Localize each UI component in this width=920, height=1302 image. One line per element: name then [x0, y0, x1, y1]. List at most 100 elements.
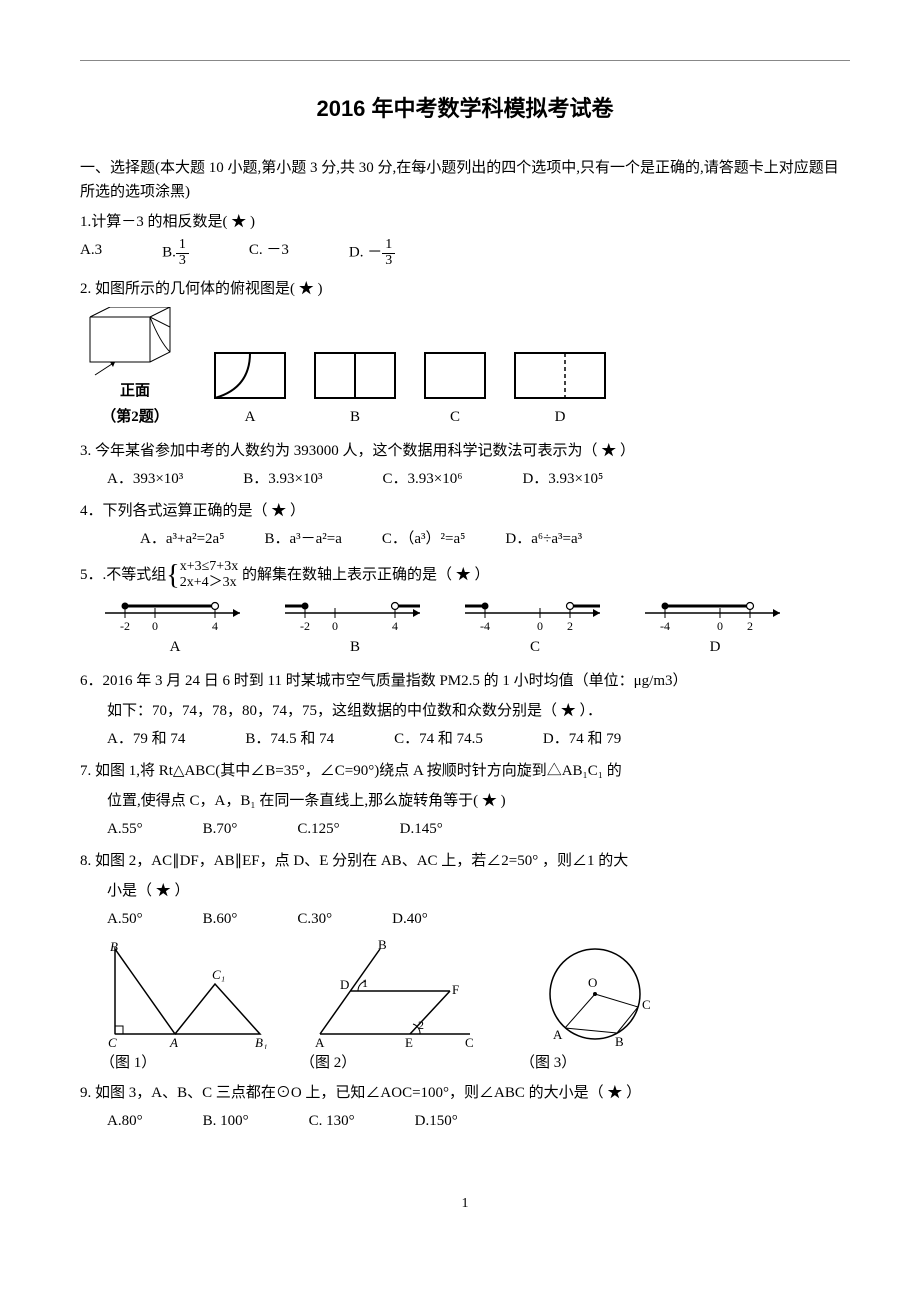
header-rule: [80, 60, 850, 61]
q6-stem1: 6．2016 年 3 月 24 日 6 时到 11 时某城市空气质量指数 PM2…: [80, 669, 850, 693]
q8-A: A.50°: [107, 907, 143, 931]
q9-D: D.150°: [415, 1109, 458, 1133]
q7-B: B.70°: [203, 817, 238, 841]
figure-1: B C A C₁ B₁ （图 1）: [100, 939, 270, 1075]
figure-3: O A B C （图 3）: [520, 939, 670, 1075]
q4-D: D．a⁶÷a³=a³: [505, 527, 582, 551]
svg-text:C₁: C₁: [212, 967, 225, 982]
page-number: 1: [80, 1193, 850, 1215]
svg-text:A: A: [315, 1035, 325, 1049]
q5-system: x+3≤7+3x2x+4＞3x: [180, 559, 238, 593]
svg-text:C: C: [108, 1035, 117, 1049]
fig1-caption: （图 1）: [100, 1051, 270, 1075]
section1-instruction: 一、选择题(本大题 10 小题,第小题 3 分,共 30 分,在每小题列出的四个…: [80, 156, 850, 204]
q2-B-label: B: [310, 405, 400, 429]
q5-numline-B: -2 0 4 B: [280, 598, 430, 659]
q5-prefix: 5．.不等式组: [80, 567, 166, 583]
q3-C: C．3.93×10⁶: [383, 467, 463, 491]
q2-opt-B-fig: B: [310, 348, 400, 429]
q8-B: B.60°: [203, 907, 238, 931]
q5-numline-C: -4 0 2 C: [460, 598, 610, 659]
svg-text:-2: -2: [120, 619, 130, 633]
svg-text:0: 0: [152, 619, 158, 633]
q3-options: A．393×10³ B．3.93×10³ C．3.93×10⁶ D．3.93×1…: [80, 467, 850, 491]
q2-opt-D-fig: D: [510, 348, 610, 429]
frac-1-3: 13: [176, 238, 189, 268]
q5-line1: x+3≤7+3x: [180, 559, 238, 574]
q1-D-prefix: D. －: [349, 245, 382, 261]
q4-C: C．（a³）²=a⁵: [382, 527, 466, 551]
svg-text:O: O: [588, 975, 597, 990]
q4-stem: 4．下列各式运算正确的是（ ★ ）: [80, 499, 850, 523]
q3-stem: 3. 今年某省参加中考的人数约为 393000 人，这个数据用科学记数法可表示为…: [80, 439, 850, 463]
q2-opt-A-fig: A: [210, 348, 290, 429]
q4-A: A．a³+a²=2a⁵: [140, 527, 224, 551]
svg-text:-4: -4: [480, 619, 490, 633]
q2-stem: 2. 如图所示的几何体的俯视图是( ★ ): [80, 277, 850, 301]
q8-C: C.30°: [297, 907, 332, 931]
q5-line2: 2x+4＞3x: [180, 575, 237, 590]
svg-text:0: 0: [332, 619, 338, 633]
q7-C: C.125°: [297, 817, 339, 841]
q5-suffix: 的解集在数轴上表示正确的是（ ★ ）: [242, 567, 490, 583]
q5-A-label: A: [100, 635, 250, 659]
q1-opt-A: A.3: [80, 238, 102, 268]
q6-stem2: 如下：70，74，78，80，74，75，这组数据的中位数和众数分别是（ ★ ）…: [80, 699, 850, 723]
q8-D: D.40°: [392, 907, 428, 931]
svg-text:D: D: [340, 977, 349, 992]
svg-text:F: F: [452, 982, 459, 997]
q6-A: A．79 和 74: [107, 727, 185, 751]
q1-opt-C: C. －3: [249, 238, 289, 268]
q5-D-label: D: [640, 635, 790, 659]
q4-B: B．a³－a²=a: [264, 527, 341, 551]
q9-A: A.80°: [107, 1109, 143, 1133]
svg-text:2: 2: [747, 619, 753, 633]
q8-options: A.50° B.60° C.30° D.40°: [80, 907, 850, 931]
fig3-caption: （图 3）: [520, 1051, 670, 1075]
q6-D: D．74 和 79: [543, 727, 621, 751]
q9-B: B. 100°: [203, 1109, 249, 1133]
q6-C: C．74 和 74.5: [394, 727, 483, 751]
q5-numline-D: -4 0 2 D: [640, 598, 790, 659]
svg-text:4: 4: [392, 619, 398, 633]
svg-text:-2: -2: [300, 619, 310, 633]
q6-B: B．74.5 和 74: [245, 727, 334, 751]
q5-numlines: -2 0 4 A -2 0 4 B -4 0 2: [80, 598, 850, 659]
svg-text:B₁: B₁: [255, 1035, 267, 1049]
q5-B-label: B: [280, 635, 430, 659]
svg-text:-4: -4: [660, 619, 670, 633]
q7-options: A.55° B.70° C.125° D.145°: [80, 817, 850, 841]
q1-stem: 1.计算－3 的相反数是( ★ ): [80, 210, 850, 234]
frac-neg-1-3: 13: [382, 238, 395, 268]
q5-numline-A: -2 0 4 A: [100, 598, 250, 659]
q7-stem1: 7. 如图 1,将 Rt△ABC(其中∠B=35°，∠C=90°)绕点 A 按顺…: [80, 759, 850, 783]
q7-A: A.55°: [107, 817, 143, 841]
svg-text:2: 2: [567, 619, 573, 633]
q2-D-label: D: [510, 405, 610, 429]
q2-figures: 正面 （第2题） A B C D: [80, 307, 850, 429]
q4-options: A．a³+a²=2a⁵ B．a³－a²=a C．（a³）²=a⁵ D．a⁶÷a³…: [80, 527, 850, 551]
q1-options: A.3 B.13 C. －3 D. －13: [80, 238, 850, 268]
q1-opt-B: B.13: [162, 238, 189, 268]
q2-opt-C-fig: C: [420, 348, 490, 429]
q1-opt-D: D. －13: [349, 238, 395, 268]
exam-title: 2016 年中考数学科模拟考试卷: [80, 91, 850, 126]
svg-text:B: B: [378, 939, 387, 952]
q8-stem2: 小是（ ★ ）: [80, 879, 850, 903]
svg-text:1: 1: [362, 976, 368, 990]
q3-A: A．393×10³: [107, 467, 183, 491]
q9-options: A.80° B. 100° C. 130° D.150°: [80, 1109, 850, 1133]
q7-D: D.145°: [400, 817, 443, 841]
q2-C-label: C: [420, 405, 490, 429]
svg-text:0: 0: [717, 619, 723, 633]
svg-text:A: A: [553, 1027, 563, 1042]
q9-stem: 9. 如图 3，A、B、C 三点都在⊙O 上，已知∠AOC=100°，则∠ABC…: [80, 1081, 850, 1105]
q9-C: C. 130°: [309, 1109, 355, 1133]
svg-text:B: B: [615, 1034, 624, 1049]
svg-text:4: 4: [212, 619, 218, 633]
q5-C-label: C: [460, 635, 610, 659]
svg-text:E: E: [405, 1035, 413, 1049]
q3-D: D．3.93×10⁵: [522, 467, 603, 491]
q2-A-label: A: [210, 405, 290, 429]
fig2-caption: （图 2）: [300, 1051, 490, 1075]
